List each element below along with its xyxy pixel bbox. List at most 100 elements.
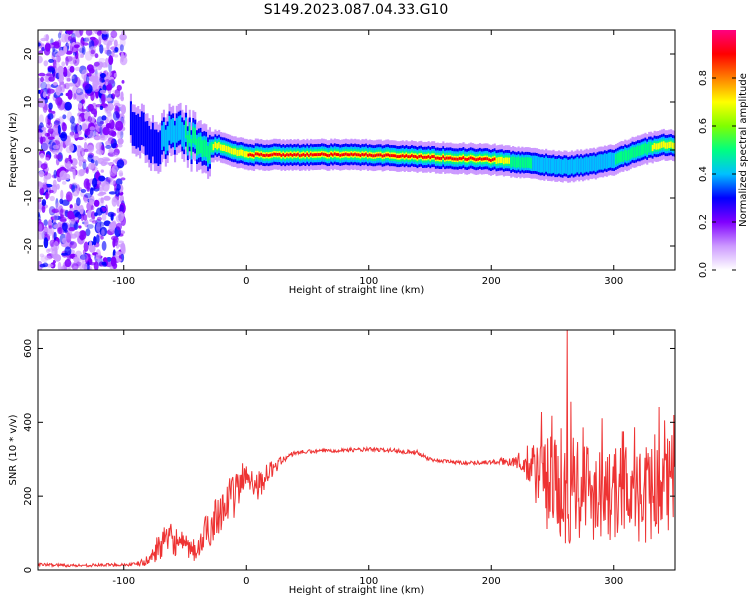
spectrogram-ridge-cell (322, 152, 325, 156)
spectrogram-noise-cell (55, 86, 61, 96)
spectrogram-xtick-label: 100 (359, 276, 378, 287)
spectrogram-ridge-cell (352, 153, 355, 157)
snr-ytick-label: 200 (23, 487, 34, 506)
spectrogram-ridge-cell (673, 143, 675, 150)
snr-xtick-label: -100 (112, 576, 135, 587)
spectrogram-ridge-cell (662, 141, 665, 148)
spectrogram-noise-cell (101, 115, 107, 121)
spectrogram-noise-cell (96, 116, 104, 127)
spectrogram-ridge-cell (177, 116, 180, 141)
spectrogram-ridge-cell (350, 152, 353, 156)
spectrogram-noise-cell (78, 91, 85, 101)
spectrogram-noise-cell (59, 84, 64, 89)
spectrogram-noise-cell (108, 148, 114, 154)
spectrogram-noise-cell (57, 227, 63, 235)
spectrogram-noise-cell (47, 136, 55, 140)
spectrogram-ridge-cell (133, 112, 136, 146)
spectrogram-ridge-cell (445, 156, 448, 160)
spectrogram-ridge-cell (464, 157, 467, 161)
spectrogram-noise-cell (86, 144, 95, 153)
spectrogram-noise-cell (93, 135, 101, 141)
snr-axes: -100 0 100 200 300 0 200 400 600 (23, 330, 675, 587)
spectrogram-noise-cell (116, 84, 122, 91)
spectrogram-noise-cell (107, 83, 113, 91)
spectrogram-ridge-cell (440, 157, 443, 160)
spectrogram-noise-cell (98, 57, 106, 63)
spectrogram-ridge-cell (451, 157, 454, 161)
spectrogram-noise-cell (116, 222, 122, 231)
spectrogram-noise-cell (99, 126, 103, 136)
spectrogram-noise-cell (72, 209, 80, 217)
snr-xtick-label: 100 (359, 576, 378, 587)
spectrogram-noise-cell (48, 42, 56, 49)
spectrogram-ridge-cell (129, 101, 132, 136)
spectrogram-ridge-cell (376, 153, 379, 157)
spectrogram-ridge-cell (622, 151, 625, 162)
spectrogram-ridge-cell (339, 153, 342, 157)
spectrogram-ridge-cell (291, 154, 294, 157)
spectrogram-noise-cell (67, 82, 76, 87)
spectrogram-noise-cell (111, 131, 117, 137)
spectrogram-ridge-cell (482, 157, 485, 161)
spectrogram-ridge-cell (253, 154, 256, 158)
spectrogram-ridge-cell (199, 136, 202, 154)
spectrogram-ridge-cell (502, 158, 505, 165)
spectrogram-noise-cell (100, 236, 104, 240)
spectrogram-noise-cell (85, 228, 91, 237)
spectrogram-ridge-cell (394, 154, 397, 158)
spectrogram-ridge-cell (515, 157, 518, 168)
spectrogram-ridge-cell (221, 144, 224, 151)
spectrogram-ridge-cell (151, 122, 154, 157)
spectrogram-noise-cell (48, 189, 54, 194)
spectrogram-noise-cell (95, 253, 101, 260)
spectrogram-ridge-cell (670, 141, 673, 148)
spectrogram-noise-cell (88, 67, 95, 74)
spectrogram-noise-cell (84, 128, 91, 136)
spectrogram-ridge-cell (240, 149, 243, 156)
spectrogram-noise-cell (106, 49, 112, 57)
spectrogram-noise-cell (119, 44, 124, 52)
snr-x-label: Height of straight line (km) (289, 585, 425, 596)
spectrogram-noise-cell (69, 241, 77, 249)
spectrogram-ridge-cell (666, 142, 669, 149)
spectrogram-ridge-cell (146, 121, 149, 155)
spectrogram-noise-cell (96, 31, 102, 36)
spectrogram-noise-cell (41, 126, 47, 131)
spectrogram-noise-cell (111, 196, 118, 207)
spectrogram-ridge-cell (517, 156, 520, 168)
spectrogram-ridge-cell (229, 147, 232, 154)
spectrogram-noise-cell (90, 187, 96, 191)
spectrogram-ridge-cell (576, 157, 579, 173)
spectrogram-ridge-cell (530, 158, 533, 169)
colorbar-tick-label: 0.4 (698, 166, 709, 182)
spectrogram-noise-cell (68, 218, 76, 224)
spectrogram-ridge-cell (385, 153, 388, 157)
spectrogram-ridge-cell (547, 158, 550, 174)
spectrogram-ridge-cell (600, 154, 603, 170)
spectrogram-noise-cell (77, 106, 83, 114)
spectrogram-noise-cell (101, 62, 108, 68)
spectrogram-ridge-cell (179, 115, 182, 140)
spectrogram-noise-cell (39, 263, 46, 268)
spectrogram-ridge-cell (150, 129, 153, 164)
spectrogram-ridge-cell (157, 132, 160, 166)
spectrogram-ridge-cell (559, 158, 562, 175)
spectrogram-noise-cell (57, 32, 62, 39)
spectrogram-noise-cell (77, 116, 82, 124)
spectrogram-ridge-cell (403, 155, 406, 159)
spectrogram-ridge-cell (493, 157, 496, 161)
spectrogram-ridge-cell (422, 156, 425, 159)
spectrogram-noise-cell (53, 231, 57, 241)
spectrogram-noise-cell (71, 263, 79, 270)
spectrogram-noise-cell (104, 105, 112, 115)
spectrogram-ridge-cell (344, 152, 347, 156)
spectrogram-ridge-cell (615, 154, 618, 165)
spectrogram-noise-cell (66, 42, 74, 47)
spectrogram-noise-cell (38, 204, 42, 213)
spectrogram-noise-cell (121, 245, 126, 255)
spectrogram-noise-cell (76, 197, 81, 207)
spectrogram-ridge-cell (144, 121, 147, 156)
spectrogram-ytick-label: -10 (23, 190, 34, 206)
spectrogram-ridge-cell (495, 157, 498, 164)
spectrogram-noise-cell (67, 36, 73, 41)
